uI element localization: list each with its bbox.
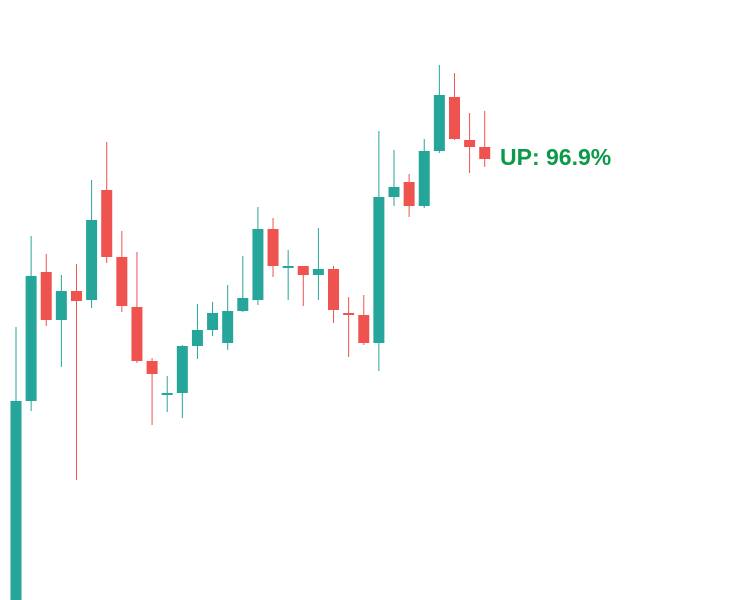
candle-body bbox=[388, 187, 400, 197]
prediction-label: UP: 96.9% bbox=[500, 144, 611, 170]
candle-body bbox=[116, 257, 128, 306]
candle-body bbox=[237, 298, 249, 311]
candle-body bbox=[86, 220, 98, 300]
candle-body bbox=[252, 229, 264, 300]
candle-body bbox=[433, 95, 445, 151]
candle-body bbox=[176, 346, 188, 393]
candle-body bbox=[328, 269, 340, 310]
candle-body bbox=[131, 307, 143, 361]
candle-body bbox=[403, 182, 415, 206]
candle-body bbox=[55, 291, 67, 320]
candle-body bbox=[70, 291, 82, 301]
candle-body bbox=[479, 147, 491, 159]
candle-body bbox=[448, 97, 460, 139]
candle-body bbox=[358, 315, 370, 343]
candle-body bbox=[191, 330, 203, 346]
candle-body bbox=[222, 311, 234, 343]
candle-body bbox=[373, 197, 385, 343]
candle-body bbox=[25, 276, 37, 401]
candle-body bbox=[343, 313, 355, 315]
candle-body bbox=[207, 313, 219, 330]
candle-body bbox=[267, 229, 279, 266]
candle-body bbox=[282, 266, 294, 268]
candle-body bbox=[464, 140, 476, 147]
candle-body bbox=[40, 272, 52, 320]
candle-body bbox=[312, 269, 324, 275]
candle-body bbox=[101, 190, 113, 257]
candle-body bbox=[297, 266, 309, 275]
candle-body bbox=[146, 361, 158, 374]
candle-body bbox=[418, 151, 430, 206]
candle-body bbox=[10, 401, 22, 600]
candle-body bbox=[161, 393, 173, 395]
